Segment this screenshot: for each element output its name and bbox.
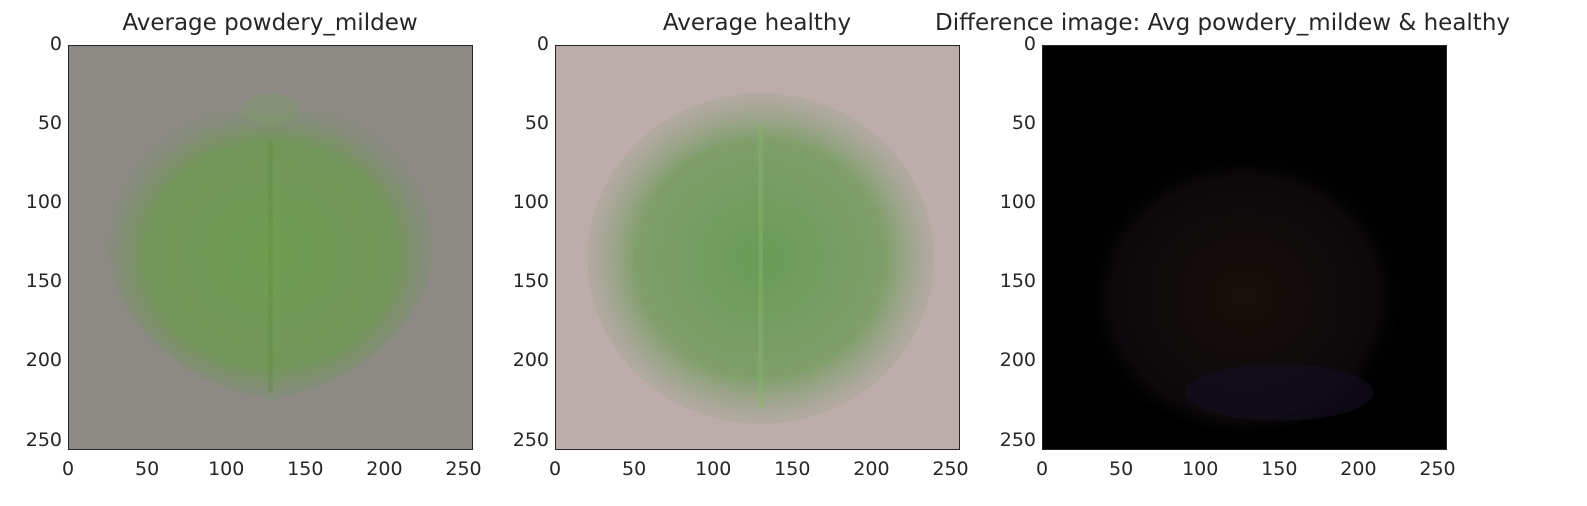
x-tick-label: 250 [1419,458,1456,480]
x-tick-label: 50 [1109,458,1134,480]
y-tick-label: 100 [25,191,62,214]
y-tick-label: 250 [512,428,549,451]
y-tick-label: 200 [999,349,1036,372]
panel-title: Average healthy [662,10,852,36]
y-tick-label: 150 [25,270,62,293]
y-tick-label: 150 [999,270,1036,293]
x-tick-label: 100 [695,458,732,480]
panel-title: Difference image: Avg powdery_mildew & h… [935,10,1511,36]
x-tick-label: 200 [853,458,890,480]
difference-image [1042,45,1447,450]
x-tick-label: 50 [622,458,647,480]
y-tick-label: 150 [512,270,549,293]
x-tick-label: 200 [1340,458,1377,480]
y-tick-label: 50 [37,112,62,135]
average-image-powdery-mildew [68,45,473,450]
panel-healthy: Average healthy 0 50 100 150 200 250 0 50 100 150… [487,0,969,506]
y-tick-label: 0 [49,33,62,55]
y-tick-label: 50 [1011,112,1036,135]
x-tick-label: 250 [932,458,969,480]
x-tick-label: 0 [548,458,562,480]
leaf-image [69,46,472,449]
y-tick-label: 250 [999,428,1036,451]
panel-powdery-mildew: Average powdery_mildew 0 50 100 150 200 250 0 5… [0,0,482,506]
y-tick-label: 200 [512,349,549,372]
leaf-image [1043,46,1446,449]
x-tick-label: 150 [287,458,324,480]
average-image-healthy [555,45,960,450]
y-tick-label: 100 [999,191,1036,214]
y-tick-label: 0 [536,33,549,55]
x-tick-label: 150 [1261,458,1298,480]
x-tick-label: 0 [1035,458,1049,480]
x-tick-label: 0 [61,458,75,480]
y-tick-label: 50 [524,112,549,135]
leaf-image [556,46,959,449]
panel-difference: Difference image: Avg powdery_mildew & h… [935,0,1510,506]
x-tick-label: 150 [774,458,811,480]
y-tick-label: 250 [25,428,62,451]
x-tick-label: 250 [445,458,482,480]
x-tick-label: 50 [135,458,160,480]
y-tick-label: 0 [1023,33,1036,55]
y-tick-label: 200 [25,349,62,372]
y-tick-label: 100 [512,191,549,214]
x-tick-label: 100 [208,458,245,480]
panel-title: Average powdery_mildew [122,10,418,36]
x-tick-label: 200 [366,458,403,480]
x-tick-label: 100 [1182,458,1219,480]
